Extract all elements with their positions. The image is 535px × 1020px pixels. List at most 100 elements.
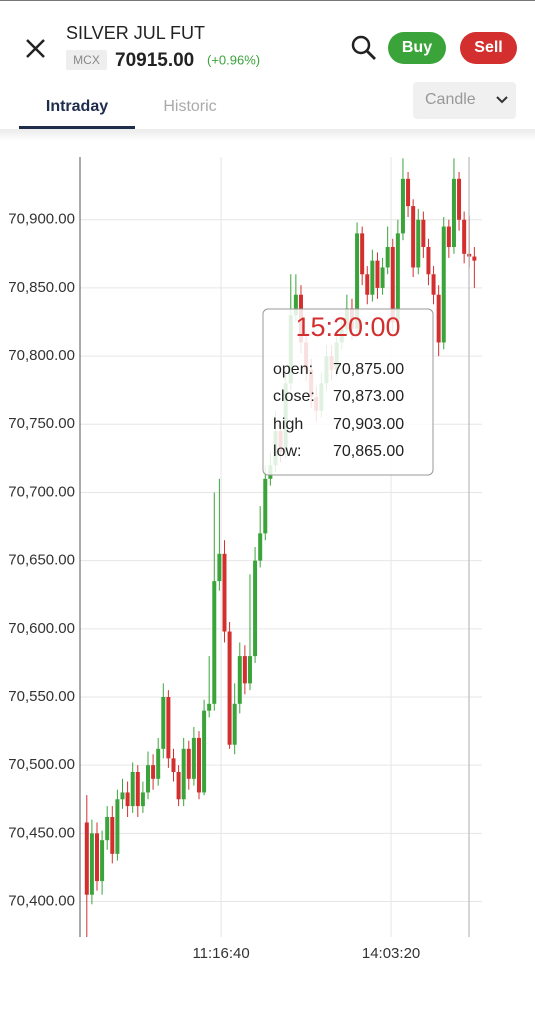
instrument-title: SILVER JUL FUT (66, 23, 205, 43)
candle-body (232, 703, 237, 745)
candle-body (380, 267, 385, 288)
candle-body (446, 226, 451, 247)
candle-body (115, 799, 120, 854)
y-tick-label: 70,800.00 (8, 347, 75, 364)
tooltip: 15:20:00 open: 70,875.00 close: 70,873.0… (262, 308, 434, 476)
candle-body (120, 792, 125, 800)
candle-body (130, 772, 135, 807)
candle-body (400, 178, 405, 234)
candle-body (411, 206, 416, 268)
search-button[interactable] (351, 35, 376, 60)
y-tick-label: 70,850.00 (8, 279, 75, 296)
close-icon (26, 39, 45, 58)
candle-body (406, 178, 411, 207)
search-icon (351, 35, 371, 55)
candle-body (462, 219, 467, 254)
candle-body (355, 233, 360, 329)
exchange-badge (66, 50, 107, 70)
candle-body (421, 219, 426, 247)
price: 70915.00 (115, 50, 194, 71)
tab-indicator (19, 126, 135, 129)
candle-body (191, 737, 196, 779)
tooltip-label: high (273, 416, 303, 433)
candle-body (237, 656, 242, 704)
candle-body (171, 758, 176, 772)
candle-body (145, 765, 150, 793)
tooltip-time: 15:20:00 (295, 312, 400, 342)
candle-body (105, 817, 110, 841)
candle-body (451, 178, 456, 247)
y-tick-label: 70,900.00 (8, 211, 75, 228)
candle-body (293, 294, 298, 316)
candle-body (247, 656, 252, 684)
candle-body (217, 553, 222, 582)
tab-intraday[interactable]: Intraday (46, 98, 108, 115)
candle-body (472, 256, 477, 261)
sell-button[interactable] (460, 32, 517, 64)
candle-body (166, 697, 171, 759)
buy-button[interactable] (388, 32, 446, 64)
candle-body (100, 840, 105, 882)
y-tick-label: 70,700.00 (8, 483, 75, 500)
candle-body (395, 233, 400, 322)
candle-body (385, 247, 390, 268)
candle-body (89, 833, 94, 895)
candle-body (263, 478, 268, 534)
tooltip-value: 70,865.00 (333, 443, 404, 460)
y-tick-label: 70,500.00 (8, 756, 75, 773)
candle-body (375, 260, 380, 288)
candle-body (242, 656, 247, 684)
buy-label[interactable]: Buy (402, 39, 432, 56)
candle-body (416, 219, 421, 268)
candle-body (258, 533, 263, 561)
candle-body (110, 817, 115, 854)
candle-body (390, 247, 395, 322)
price-change: (+0.96%) (207, 52, 260, 67)
candle-body (253, 560, 258, 657)
exchange: MCX (73, 53, 100, 67)
candle-body (222, 553, 227, 632)
candle-body (140, 792, 145, 807)
close-button[interactable] (26, 39, 45, 58)
candle-body (227, 631, 232, 745)
candle-body (135, 772, 140, 807)
candle-body (161, 697, 166, 749)
dropdown-chevron (496, 96, 508, 104)
y-tick-label: 70,450.00 (8, 824, 75, 841)
candle-body (181, 748, 186, 800)
candle-body (457, 178, 462, 220)
candle-body (176, 772, 181, 800)
chart-type-select[interactable] (413, 82, 516, 119)
tooltip-label: close: (273, 388, 315, 405)
candle-body (207, 703, 212, 711)
chart-type-label: Candle (425, 91, 476, 108)
candle-body (441, 226, 446, 343)
y-tick-label: 70,550.00 (8, 688, 75, 705)
tooltip-label: low: (273, 443, 301, 460)
tooltip-value: 70,875.00 (333, 361, 404, 378)
y-tick-label: 70,750.00 (8, 415, 75, 432)
candle-body (360, 233, 365, 275)
candle-body (94, 833, 99, 882)
candle-body (365, 274, 370, 295)
x-tick-label: 14:03:20 (362, 945, 420, 962)
candle-body (151, 765, 156, 779)
tab-historic[interactable]: Historic (163, 98, 216, 115)
candle-body (196, 737, 201, 793)
candle-body (156, 748, 161, 779)
candle-body (186, 748, 191, 779)
x-tick-label: 11:16:40 (192, 945, 249, 962)
search-icon (366, 50, 376, 60)
y-tick-label: 70,400.00 (8, 893, 75, 910)
candle-body (426, 247, 431, 275)
candle-body (125, 792, 130, 807)
candle-body (370, 260, 375, 295)
y-tick-label: 70,650.00 (8, 552, 75, 569)
chart: 70,400.00 70,450.00 70,500.00 70,550.00 70,6… (8, 157, 482, 962)
candle-body (436, 294, 441, 343)
candle-body (202, 710, 207, 793)
tooltip-label: open: (273, 361, 313, 378)
sell-label[interactable]: Sell (474, 39, 502, 56)
